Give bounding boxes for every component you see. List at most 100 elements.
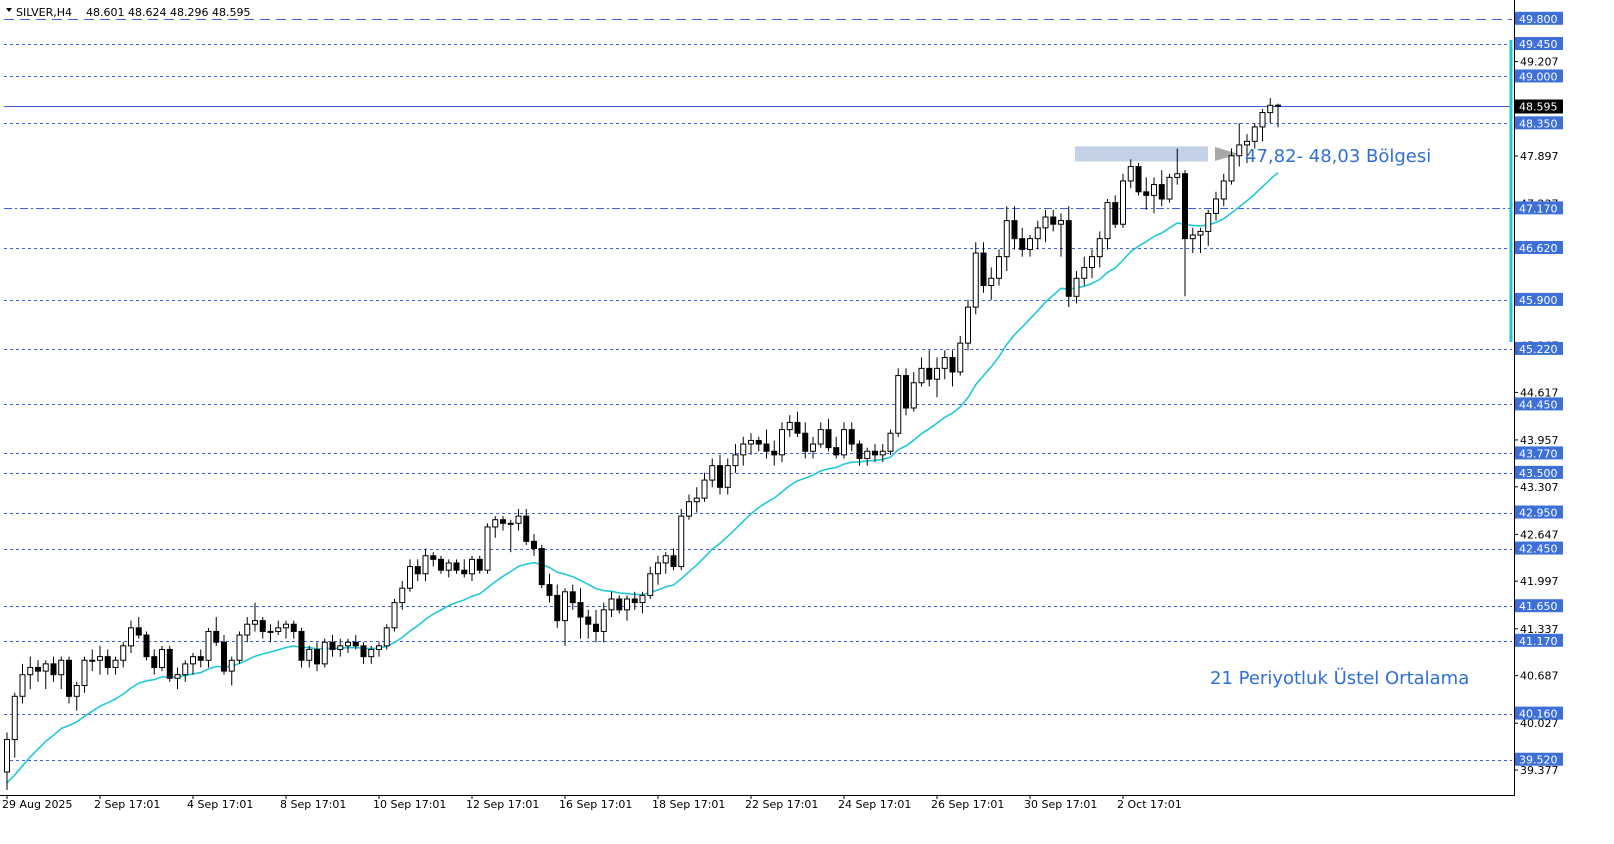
candle[interactable]	[701, 472, 708, 502]
candle[interactable]	[794, 411, 801, 437]
chevron-down-icon[interactable]	[6, 8, 12, 12]
candle[interactable]	[1267, 98, 1274, 124]
candle[interactable]	[1143, 177, 1150, 210]
candle[interactable]	[1259, 108, 1266, 142]
candle[interactable]	[182, 660, 189, 682]
candle[interactable]	[27, 656, 34, 690]
support-zone[interactable]	[1075, 146, 1208, 162]
level-price-label[interactable]: 49.800	[1515, 11, 1563, 26]
candle[interactable]	[779, 422, 785, 463]
candle[interactable]	[58, 656, 65, 690]
candle[interactable]	[213, 617, 220, 646]
candle[interactable]	[879, 444, 886, 463]
candle[interactable]	[639, 591, 646, 614]
level-price-label[interactable]: 42.950	[1515, 505, 1563, 520]
candle[interactable]	[1034, 220, 1041, 250]
candle[interactable]	[314, 642, 320, 672]
candle[interactable]	[786, 415, 793, 437]
candle[interactable]	[1003, 206, 1010, 272]
candle[interactable]	[748, 433, 754, 455]
candle[interactable]	[306, 645, 313, 668]
candle[interactable]	[197, 649, 204, 668]
candle[interactable]	[709, 458, 716, 488]
candle[interactable]	[42, 660, 49, 690]
level-price-label[interactable]: 41.650	[1515, 599, 1563, 613]
candle[interactable]	[771, 440, 778, 466]
candle[interactable]	[321, 638, 328, 668]
candle[interactable]	[1182, 170, 1188, 297]
candle[interactable]	[290, 620, 297, 639]
candle[interactable]	[19, 663, 26, 704]
candle[interactable]	[717, 454, 723, 495]
level-price-label[interactable]: 41.170	[1515, 633, 1563, 648]
candle[interactable]	[391, 599, 398, 632]
candle[interactable]	[97, 645, 103, 675]
candle[interactable]	[445, 559, 452, 578]
candle[interactable]	[941, 350, 948, 380]
candle[interactable]	[128, 620, 134, 654]
candle[interactable]	[562, 588, 568, 646]
candle[interactable]	[1166, 173, 1173, 203]
candle[interactable]	[1135, 162, 1142, 196]
candle[interactable]	[670, 548, 677, 571]
candle[interactable]	[298, 627, 305, 668]
candle[interactable]	[422, 548, 429, 581]
candle[interactable]	[817, 422, 824, 448]
candle[interactable]	[166, 645, 173, 682]
candle[interactable]	[647, 566, 654, 600]
candle[interactable]	[507, 519, 514, 553]
candle[interactable]	[624, 595, 630, 621]
candle[interactable]	[538, 544, 545, 589]
candle[interactable]	[476, 555, 483, 574]
candle[interactable]	[895, 368, 902, 437]
candle[interactable]	[461, 559, 468, 578]
level-price-label[interactable]: 39.520	[1515, 752, 1563, 767]
candle[interactable]	[957, 335, 964, 376]
candle[interactable]	[864, 447, 871, 466]
candle[interactable]	[89, 649, 96, 672]
candle[interactable]	[1197, 227, 1204, 254]
candle[interactable]	[337, 638, 344, 657]
candle[interactable]	[763, 429, 770, 459]
candle[interactable]	[1073, 271, 1080, 304]
candle[interactable]	[608, 591, 615, 618]
candle[interactable]	[887, 429, 894, 455]
level-price-label[interactable]: 40.160	[1515, 706, 1563, 721]
candle[interactable]	[1065, 206, 1072, 308]
candle[interactable]	[1027, 235, 1033, 257]
candle[interactable]	[1251, 123, 1258, 149]
candle[interactable]	[407, 559, 413, 592]
candle[interactable]	[678, 508, 685, 571]
candle[interactable]	[453, 559, 460, 574]
candle[interactable]	[1081, 256, 1088, 286]
candle[interactable]	[1096, 231, 1103, 268]
candle[interactable]	[980, 242, 987, 293]
candle[interactable]	[112, 656, 119, 675]
candle[interactable]	[593, 609, 599, 643]
candle[interactable]	[1158, 170, 1165, 207]
candle[interactable]	[1050, 209, 1057, 232]
candle[interactable]	[523, 508, 530, 545]
candle[interactable]	[252, 602, 258, 632]
candle[interactable]	[903, 368, 909, 416]
candle[interactable]	[833, 436, 840, 459]
candle[interactable]	[376, 642, 382, 657]
candle[interactable]	[1112, 195, 1119, 228]
candle[interactable]	[159, 645, 165, 672]
candle[interactable]	[81, 656, 88, 693]
candle[interactable]	[135, 617, 142, 639]
candle[interactable]	[236, 631, 243, 664]
candle[interactable]	[228, 656, 235, 686]
candle[interactable]	[585, 609, 592, 639]
candle[interactable]	[531, 534, 537, 556]
level-price-label[interactable]: 43.500	[1515, 465, 1563, 480]
candle[interactable]	[600, 602, 607, 643]
candle[interactable]	[50, 656, 57, 682]
candle[interactable]	[345, 638, 351, 654]
candle[interactable]	[430, 552, 437, 567]
candle[interactable]	[1220, 173, 1227, 207]
level-price-label[interactable]: 42.450	[1515, 541, 1563, 556]
candle[interactable]	[810, 436, 816, 459]
candle[interactable]	[283, 620, 289, 639]
